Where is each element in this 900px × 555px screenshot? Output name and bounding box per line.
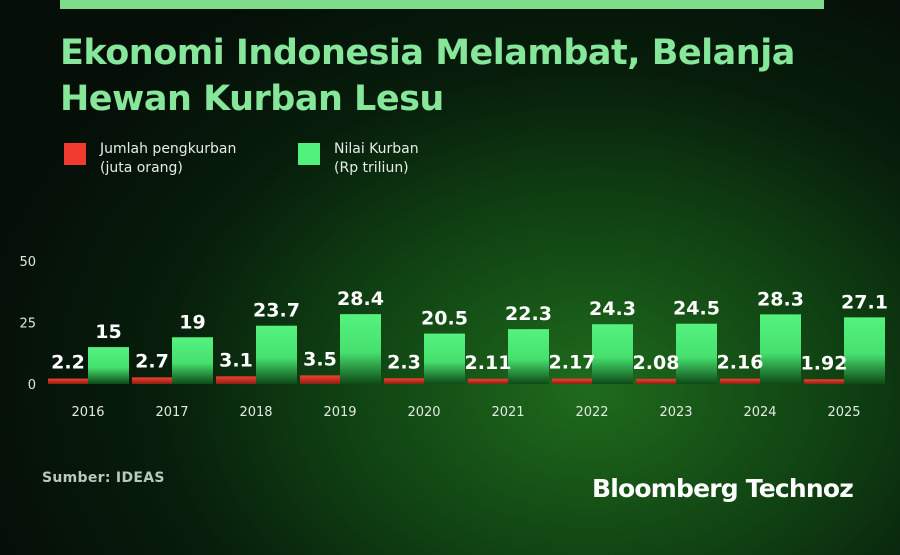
data-label-pengkurban: 3.1 bbox=[219, 349, 253, 371]
data-label-pengkurban: 2.3 bbox=[387, 351, 421, 373]
bar-pengkurban-2021 bbox=[468, 378, 508, 384]
data-label-pengkurban: 2.17 bbox=[549, 352, 596, 374]
bar-nilai-2022 bbox=[592, 324, 633, 384]
data-label-pengkurban: 2.16 bbox=[717, 352, 764, 374]
bar-pengkurban-2019 bbox=[300, 375, 340, 384]
data-label-pengkurban: 2.7 bbox=[135, 350, 169, 372]
title-line-1: Ekonomi Indonesia Melambat, Belanja bbox=[60, 33, 795, 73]
x-tick-label: 2022 bbox=[575, 405, 608, 420]
legend-unit: (juta orang) bbox=[100, 160, 183, 176]
data-label-nilai: 22.3 bbox=[505, 303, 552, 325]
chart-title: Ekonomi Indonesia Melambat, Belanja Hewa… bbox=[60, 30, 860, 122]
x-tick-label: 2023 bbox=[659, 405, 692, 420]
x-tick-label: 2020 bbox=[407, 405, 440, 420]
data-label-nilai: 24.5 bbox=[673, 298, 720, 320]
x-tick-label: 2017 bbox=[155, 405, 188, 420]
data-label-nilai: 27.1 bbox=[841, 291, 888, 313]
legend-label: Jumlah pengkurban bbox=[100, 141, 237, 157]
bar-pengkurban-2017 bbox=[132, 377, 172, 384]
data-label-nilai: 15 bbox=[95, 321, 121, 343]
x-tick-label: 2018 bbox=[239, 405, 272, 420]
x-tick-label: 2025 bbox=[827, 405, 860, 420]
legend-item-nilai: Nilai Kurban (Rp triliun) bbox=[298, 140, 419, 178]
legend-item-pengkurban: Jumlah pengkurban (juta orang) bbox=[64, 140, 236, 178]
legend-swatch-red bbox=[64, 143, 86, 165]
bar-nilai-2016 bbox=[88, 347, 129, 384]
bar-pengkurban-2024 bbox=[720, 378, 760, 384]
data-label-pengkurban: 2.08 bbox=[633, 352, 680, 374]
x-tick-label: 2021 bbox=[491, 405, 524, 420]
bar-nilai-2019 bbox=[340, 314, 381, 384]
data-label-pengkurban: 2.11 bbox=[465, 352, 512, 374]
source-note: Sumber: IDEAS bbox=[42, 470, 165, 486]
y-tick-label: 50 bbox=[19, 255, 36, 270]
data-label-nilai: 28.3 bbox=[757, 288, 804, 310]
bar-nilai-2024 bbox=[760, 314, 801, 384]
data-label-pengkurban: 3.5 bbox=[303, 348, 337, 370]
data-label-pengkurban: 2.2 bbox=[51, 352, 85, 374]
bar-pengkurban-2023 bbox=[636, 378, 676, 384]
data-label-nilai: 28.4 bbox=[337, 288, 384, 310]
y-tick-label: 25 bbox=[19, 317, 36, 332]
data-label-nilai: 24.3 bbox=[589, 298, 636, 320]
legend-label: Nilai Kurban bbox=[334, 141, 419, 157]
bar-pengkurban-2020 bbox=[384, 378, 424, 384]
bar-pengkurban-2022 bbox=[552, 378, 592, 384]
data-label-nilai: 20.5 bbox=[421, 308, 468, 330]
y-tick-label: 0 bbox=[28, 378, 36, 393]
data-label-nilai: 19 bbox=[179, 311, 205, 333]
bar-nilai-2023 bbox=[676, 323, 717, 384]
bar-nilai-2021 bbox=[508, 329, 549, 384]
top-accent-bar bbox=[60, 0, 824, 9]
bar-nilai-2020 bbox=[424, 333, 465, 384]
bar-pengkurban-2025 bbox=[804, 379, 844, 384]
bar-nilai-2018 bbox=[256, 325, 297, 384]
bar-nilai-2025 bbox=[844, 317, 885, 384]
legend-unit: (Rp triliun) bbox=[334, 160, 409, 176]
bar-nilai-2017 bbox=[172, 337, 213, 384]
brand-logo-text: Bloomberg Technoz bbox=[592, 474, 854, 503]
data-label-pengkurban: 1.92 bbox=[801, 352, 848, 374]
data-label-nilai: 23.7 bbox=[253, 300, 300, 322]
x-tick-label: 2016 bbox=[71, 405, 104, 420]
bar-pengkurban-2018 bbox=[216, 376, 256, 384]
legend-swatch-green bbox=[298, 143, 320, 165]
title-line-2: Hewan Kurban Lesu bbox=[60, 79, 444, 119]
x-tick-label: 2024 bbox=[743, 405, 776, 420]
x-tick-label: 2019 bbox=[323, 405, 356, 420]
bar-pengkurban-2016 bbox=[48, 378, 88, 384]
